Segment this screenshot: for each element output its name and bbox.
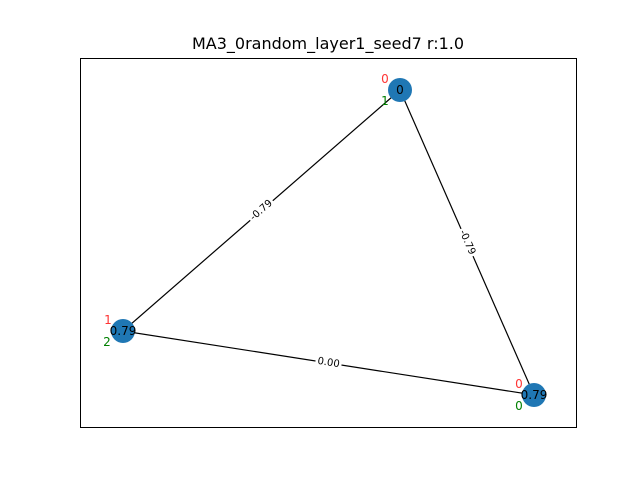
edge-label-group: 0.00 [314,354,343,372]
edge-label-background [314,354,343,372]
edge-weight-label: 0.00 [317,356,341,370]
node-value-label: 0.79 [521,388,548,402]
node-value-label: 0.79 [110,324,137,338]
edge-label-background [455,226,479,259]
node-top-annotation: 1 [104,313,112,327]
edge-label-background [245,195,278,226]
graph-node [522,383,546,407]
node-top-annotation: 0 [515,377,523,391]
figure-title: MA3_0random_layer1_seed7 r:1.0 [192,34,464,54]
node-bottom-annotation: 2 [103,335,111,349]
graph-node [111,319,135,343]
node-bottom-annotation: 1 [381,94,389,108]
graph-node [388,78,412,102]
node-value-label: 0 [396,83,404,97]
node-top-annotation: 0 [381,72,389,86]
edges-layer: -0.79-0.790.00 [122,89,535,396]
node-bottom-annotation: 0 [515,399,523,413]
plot-frame [80,58,577,428]
